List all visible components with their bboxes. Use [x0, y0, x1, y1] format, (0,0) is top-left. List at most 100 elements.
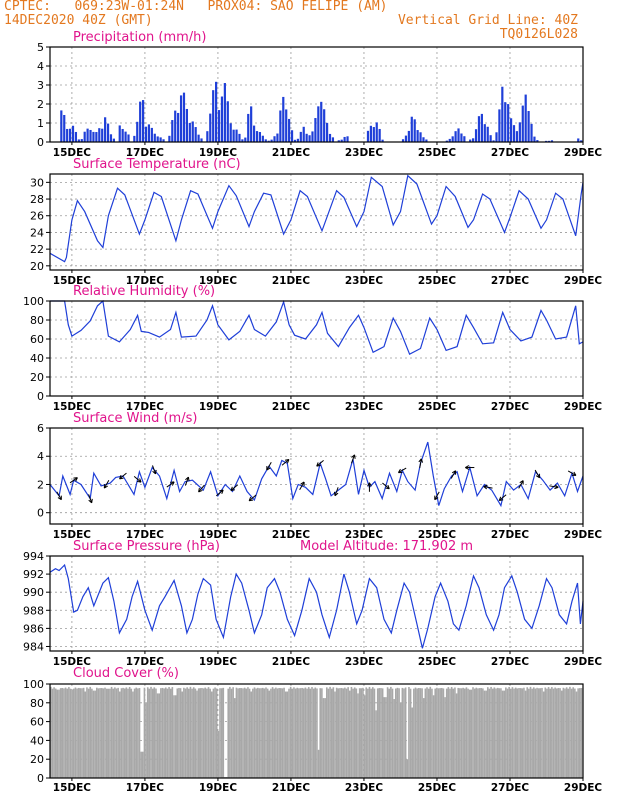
precip-bar	[194, 127, 197, 142]
cloud-bar	[77, 687, 80, 778]
wind-arrow-head	[483, 484, 488, 490]
cloud-bar	[463, 688, 466, 778]
cloud-bar	[414, 687, 417, 778]
x-tick-label: 23DEC	[345, 782, 384, 794]
precip-bar	[109, 134, 113, 142]
cloud-bar	[482, 688, 484, 778]
cloud-bar	[572, 687, 575, 778]
precip-bar	[472, 138, 475, 142]
cloud-bar	[160, 688, 162, 778]
cloud-bar	[472, 687, 474, 778]
cloud-bar	[496, 687, 499, 778]
precip-bar	[480, 113, 483, 142]
header-model-code: TQ0126L028	[499, 27, 578, 42]
series-line	[50, 299, 584, 356]
cloud-bar	[284, 691, 287, 778]
cloud-bar	[422, 698, 425, 778]
cloud-bar	[194, 688, 197, 778]
precip-bar	[518, 122, 521, 142]
precip-bar	[177, 112, 180, 142]
cloud-bar	[490, 686, 492, 778]
cloud-bar	[122, 687, 124, 778]
panel-subtitle: Model Altitude: 171.902 m	[300, 539, 473, 554]
wind-arrow	[56, 491, 62, 500]
cloud-bar	[138, 688, 141, 778]
cloud-bar	[233, 698, 236, 778]
cloud-bar	[306, 688, 308, 778]
cloud-bar	[299, 688, 302, 778]
cloud-bar	[393, 699, 395, 778]
cloud-bar	[514, 687, 517, 778]
x-tick-label: 17DEC	[126, 782, 165, 794]
cloud-bar	[79, 688, 82, 778]
y-tick-label: 0	[37, 390, 44, 403]
precip-bar	[580, 140, 583, 142]
cloud-bar	[81, 688, 83, 778]
cloud-bar	[125, 687, 128, 778]
precip-bar	[299, 131, 302, 142]
precip-bar	[153, 133, 156, 142]
x-tick-label: 25DEC	[418, 147, 457, 159]
precip-bar	[220, 96, 224, 142]
precip-bar	[305, 133, 308, 142]
cloud-bar	[370, 688, 372, 778]
precip-bar	[127, 134, 130, 142]
precip-bar	[401, 139, 405, 142]
precip-bar	[448, 138, 451, 142]
x-tick-label: 23DEC	[345, 401, 384, 413]
precip-bar	[498, 109, 501, 142]
precip-bar	[285, 109, 288, 142]
cloud-bar	[439, 688, 441, 778]
x-tick-label: 19DEC	[199, 147, 238, 159]
cloud-bar	[296, 687, 299, 778]
precip-bar	[483, 124, 486, 142]
wind-arrow	[549, 485, 559, 488]
cloud-bar	[516, 688, 519, 778]
cloud-bar	[360, 688, 363, 778]
panel-title: Surface Temperature (nC)	[73, 157, 241, 172]
cloud-bar	[207, 687, 210, 778]
x-tick-label: 19DEC	[199, 529, 238, 541]
cloud-bar	[399, 702, 402, 778]
wind-arrow	[382, 482, 390, 490]
precip-bar	[451, 136, 454, 142]
precip-bar	[463, 136, 466, 142]
precip-bar	[147, 124, 151, 142]
cloud-bar	[176, 688, 179, 778]
cloud-bar	[92, 690, 95, 778]
cloud-bar	[279, 688, 282, 778]
cloud-bar	[544, 687, 547, 778]
precip-bar	[314, 118, 317, 142]
cloud-bar	[161, 687, 164, 778]
cloud-bar	[156, 693, 159, 778]
cloud-bar	[457, 687, 460, 778]
wind-arrow-head	[519, 480, 524, 485]
cloud-bar	[473, 688, 476, 778]
precip-bar	[293, 139, 297, 142]
cloud-bar	[237, 688, 239, 778]
cloud-bar	[345, 688, 348, 778]
precip-bar	[66, 128, 69, 142]
precip-bar	[162, 139, 165, 142]
cloud-bar	[413, 688, 415, 778]
cloud-bar	[91, 688, 93, 778]
precip-bar	[139, 101, 142, 142]
wind-arrow	[299, 481, 305, 491]
precip-bar	[282, 96, 285, 142]
cloud-bar	[87, 688, 90, 778]
cloud-bar	[521, 688, 524, 778]
cloud-bar	[376, 688, 379, 778]
cloud-bar	[316, 688, 318, 778]
precip-bar	[288, 118, 291, 142]
cloud-bar	[56, 689, 59, 778]
cloud-bar	[403, 688, 405, 778]
precip-bar	[521, 105, 524, 142]
cloud-bar	[541, 687, 543, 778]
x-tick-label: 29DEC	[564, 656, 603, 668]
cloud-bar	[63, 688, 65, 778]
cloud-bar	[243, 687, 246, 778]
cloud-bar	[353, 687, 356, 778]
wind-arrow	[103, 480, 110, 489]
cloud-bar	[130, 688, 133, 778]
wind-arrow	[398, 467, 407, 474]
